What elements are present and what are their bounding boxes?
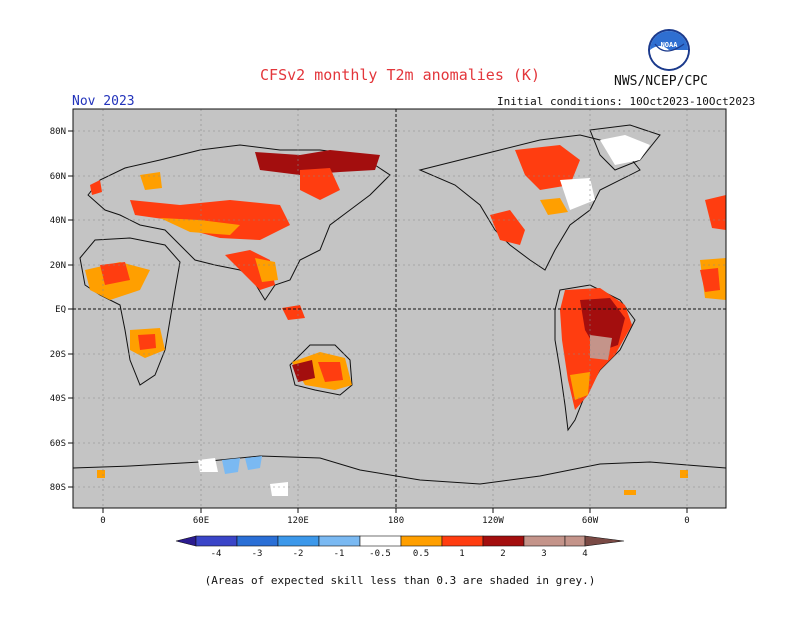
lon-tick: 120E [287, 516, 309, 526]
lat-tick: 40S [50, 394, 66, 404]
legend-label: 3 [541, 549, 546, 559]
legend-label: 1 [459, 549, 464, 559]
lon-tick: 120W [482, 516, 504, 526]
forecast-month: Nov 2023 [72, 94, 135, 109]
legend-swatch [584, 535, 625, 547]
agency-label: NWS/NCEP/CPC [614, 74, 708, 89]
legend-label: -3 [252, 549, 263, 559]
anomaly-shading [85, 135, 726, 496]
legend-label: -1 [334, 549, 345, 559]
map-area: 80N 60N 40N 20N EQ 20S 40S 60S 80S 0 60E… [50, 108, 727, 526]
legend-swatch [236, 535, 279, 547]
lat-tick: 20N [50, 261, 66, 271]
legend-swatch [277, 535, 320, 547]
anomaly-north-america [490, 210, 525, 245]
legend-label: -2 [293, 549, 304, 559]
graticule [73, 109, 726, 508]
logo-text: NOAA [661, 41, 679, 49]
lat-tick: 60S [50, 439, 66, 449]
legend-label: 0.5 [413, 549, 429, 559]
lon-tick: 180 [388, 516, 404, 526]
legend-label: -0.5 [369, 549, 391, 559]
legend-swatch [359, 535, 402, 547]
legend-swatch [482, 535, 525, 547]
lat-tick: 80S [50, 483, 66, 493]
anomaly-siberia [255, 150, 380, 175]
skill-note: (Areas of expected skill less than 0.3 a… [204, 574, 596, 587]
lon-tick: 60W [582, 516, 599, 526]
legend-swatch [400, 535, 443, 547]
legend-swatch [318, 535, 361, 547]
legend-swatch [441, 535, 484, 547]
north-america-outline [418, 134, 641, 271]
lat-tick: 40N [50, 216, 66, 226]
lat-tick: 60N [50, 172, 66, 182]
legend-swatch [195, 535, 238, 547]
legend-swatch [564, 535, 586, 547]
lon-tick: 0 [100, 516, 105, 526]
legend-labels: -4 -3 -2 -1 -0.5 0.5 1 2 3 4 [211, 549, 588, 559]
chart-title: CFSv2 monthly T2m anomalies (K) [260, 66, 540, 84]
legend-label: 4 [582, 549, 587, 559]
eurasia-outline [87, 144, 391, 301]
lat-tick: EQ [55, 305, 66, 315]
legend-label: 2 [500, 549, 505, 559]
lat-tick: 20S [50, 350, 66, 360]
legend-swatch [175, 535, 197, 547]
lon-tick: 0 [684, 516, 689, 526]
lat-tick: 80N [50, 127, 66, 137]
initial-conditions: Initial conditions: 10Oct2023-10Oct2023 [497, 95, 756, 108]
color-legend [175, 535, 625, 547]
lon-tick: 60E [193, 516, 209, 526]
legend-swatch [523, 535, 566, 547]
noaa-logo: NOAA [648, 29, 690, 71]
legend-label: -4 [211, 549, 222, 559]
anomaly-antarctica [198, 458, 218, 472]
